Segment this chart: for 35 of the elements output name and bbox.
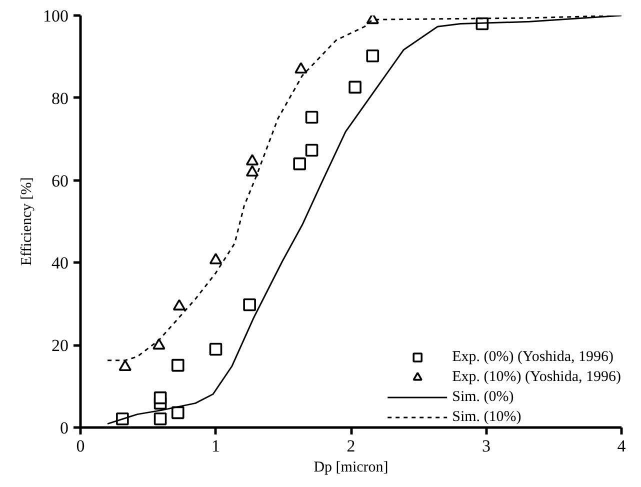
x-axis-title: Dp [micron] — [314, 460, 388, 476]
point — [154, 391, 167, 404]
legend-label: Exp. (10%) (Yoshida, 1996) — [452, 368, 621, 386]
x-tick-label: 3 — [482, 436, 490, 456]
legend-label: Sim. (0%) — [452, 388, 514, 406]
point — [154, 412, 167, 426]
point — [209, 342, 222, 356]
point — [293, 157, 306, 170]
legend-label: Exp. (0%) (Yoshida, 1996) — [452, 348, 614, 366]
point — [152, 338, 166, 350]
x-tick-label: 2 — [346, 436, 356, 456]
y-tick-label: 20 — [52, 336, 68, 356]
y-tick-label: 40 — [52, 254, 68, 273]
point — [171, 406, 184, 420]
point — [209, 252, 222, 264]
x-tick-label: 4 — [617, 436, 626, 456]
point — [305, 110, 318, 124]
point — [246, 165, 259, 177]
legend-label: Sim. (10%) — [452, 408, 522, 426]
point — [366, 49, 380, 62]
point — [348, 80, 362, 94]
y-tick-label: 0 — [60, 418, 68, 438]
y-tick-label: 80 — [52, 88, 68, 108]
point — [243, 298, 256, 312]
point — [246, 154, 259, 166]
x-tick-label: 0 — [76, 436, 85, 456]
y-tick-label: 60 — [52, 171, 68, 190]
point — [305, 144, 318, 157]
point — [294, 62, 308, 74]
point — [171, 358, 184, 372]
point — [118, 360, 132, 372]
y-axis-title: Efficiency [%] — [19, 177, 35, 266]
point — [172, 299, 186, 310]
x-tick-label: 1 — [212, 436, 220, 456]
y-tick-label: 100 — [43, 6, 68, 26]
